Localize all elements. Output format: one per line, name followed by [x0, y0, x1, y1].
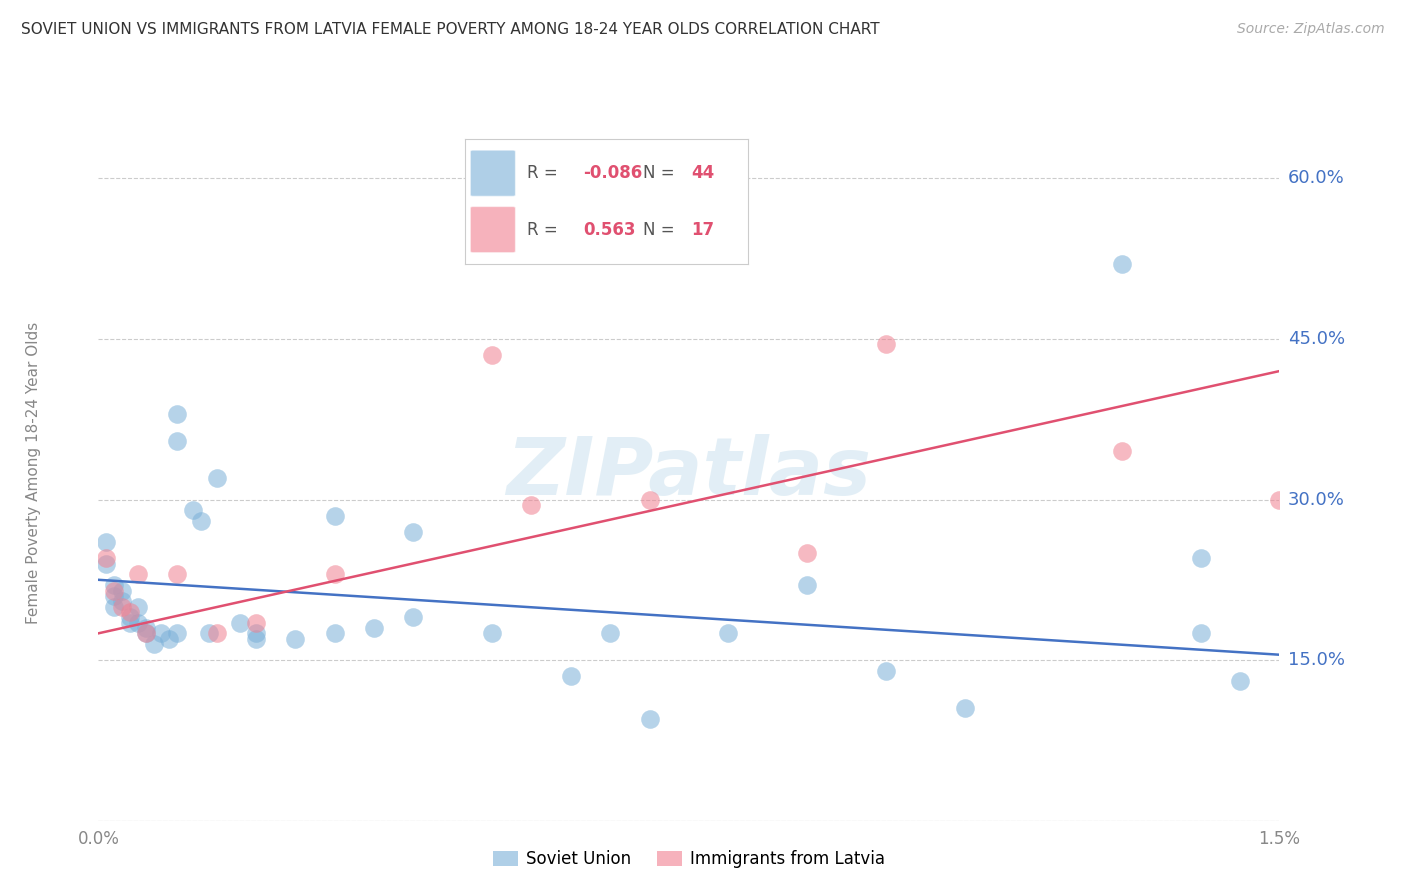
Point: [323, 626, 346, 640]
Point: [127, 615, 149, 630]
Point: [205, 626, 228, 640]
Point: [157, 632, 180, 646]
Point: [796, 578, 818, 592]
Point: [103, 578, 125, 592]
Point: [96, 551, 118, 566]
Point: [197, 626, 219, 640]
Text: ZIPatlas: ZIPatlas: [506, 434, 872, 512]
Point: [245, 615, 267, 630]
Point: [323, 508, 346, 523]
Text: 15.0%: 15.0%: [1288, 651, 1344, 669]
Point: [127, 599, 149, 614]
Point: [103, 589, 125, 603]
Point: [520, 498, 543, 512]
Point: [1189, 551, 1212, 566]
Point: [1111, 444, 1133, 458]
Point: [118, 610, 141, 624]
Text: 60.0%: 60.0%: [1288, 169, 1344, 187]
Point: [1229, 674, 1251, 689]
Point: [111, 599, 134, 614]
Point: [135, 621, 157, 635]
Point: [638, 712, 661, 726]
Point: [103, 583, 125, 598]
Text: SOVIET UNION VS IMMIGRANTS FROM LATVIA FEMALE POVERTY AMONG 18-24 YEAR OLDS CORR: SOVIET UNION VS IMMIGRANTS FROM LATVIA F…: [21, 22, 880, 37]
Point: [135, 626, 157, 640]
Point: [142, 637, 165, 651]
Point: [166, 407, 188, 421]
Point: [150, 626, 173, 640]
Point: [229, 615, 252, 630]
Legend: Soviet Union, Immigrants from Latvia: Soviet Union, Immigrants from Latvia: [486, 844, 891, 875]
Point: [481, 348, 503, 362]
Point: [953, 701, 976, 715]
Point: [1111, 257, 1133, 271]
Point: [1268, 492, 1291, 507]
Point: [181, 503, 204, 517]
Point: [166, 567, 188, 582]
Point: [245, 626, 267, 640]
Point: [166, 434, 188, 448]
Point: [111, 594, 134, 608]
Point: [111, 583, 134, 598]
Point: [190, 514, 212, 528]
Point: [875, 337, 897, 351]
Point: [402, 524, 425, 539]
Text: 45.0%: 45.0%: [1288, 330, 1346, 348]
Text: Female Poverty Among 18-24 Year Olds: Female Poverty Among 18-24 Year Olds: [25, 322, 41, 624]
Point: [118, 605, 141, 619]
Point: [638, 492, 661, 507]
Text: Source: ZipAtlas.com: Source: ZipAtlas.com: [1237, 22, 1385, 37]
Point: [402, 610, 425, 624]
Point: [323, 567, 346, 582]
Point: [135, 626, 157, 640]
Point: [1189, 626, 1212, 640]
Point: [363, 621, 385, 635]
Point: [717, 626, 740, 640]
Point: [284, 632, 307, 646]
Point: [103, 599, 125, 614]
Point: [96, 557, 118, 571]
Point: [796, 546, 818, 560]
Point: [245, 632, 267, 646]
Point: [205, 471, 228, 485]
Point: [127, 567, 149, 582]
Point: [599, 626, 621, 640]
Point: [118, 615, 141, 630]
Point: [560, 669, 582, 683]
Point: [166, 626, 188, 640]
Text: 30.0%: 30.0%: [1288, 491, 1344, 508]
Point: [875, 664, 897, 678]
Point: [481, 626, 503, 640]
Point: [96, 535, 118, 549]
